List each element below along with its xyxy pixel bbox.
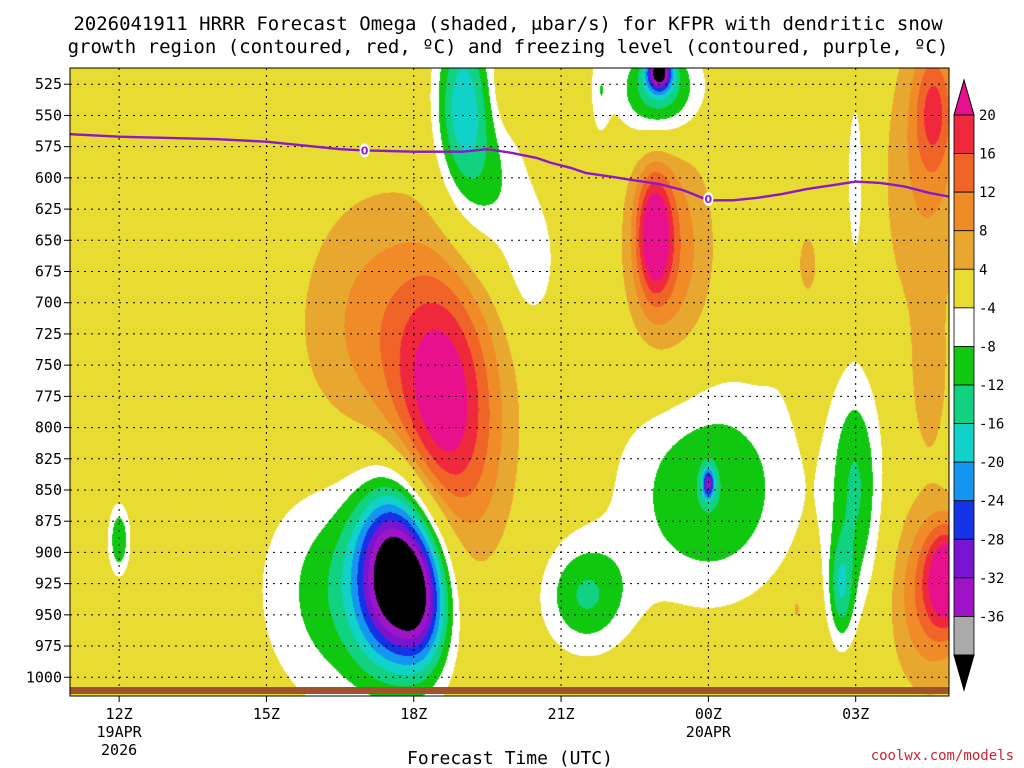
colorbar-swatch <box>953 307 975 347</box>
chart-title-line2: growth region (contoured, red, ºC) and f… <box>68 36 949 58</box>
colorbar-swatch <box>953 616 975 656</box>
freezing-level-line <box>69 133 950 202</box>
colorbar-swatch <box>953 191 975 232</box>
colorbar-top-arrow <box>953 78 975 116</box>
x-tick-label: 18Z <box>400 705 427 723</box>
x-tick-date: 19APR <box>97 723 143 741</box>
colorbar: 20 16 12 8 4 -4 -8 -12 -16 -20 -24 -28 -32 -36 <box>953 78 1004 692</box>
freezing-label-bg <box>359 143 370 158</box>
colorbar-swatch <box>953 538 975 579</box>
colorbar-swatch <box>953 384 975 424</box>
y-axis: 525 550 575 600 625 650 675 700 725 750 775 800 825 8… <box>26 75 70 686</box>
freezing-label-bg <box>703 192 714 207</box>
colorbar-label: 16 <box>979 147 996 163</box>
colorbar-label: 8 <box>979 224 987 240</box>
y-tick-label: 575 <box>35 138 62 156</box>
chart-title-line1: 2026041911 HRRR Forecast Omega (shaded, … <box>73 13 943 35</box>
colorbar-swatch <box>953 114 975 154</box>
y-tick-label: 900 <box>35 543 62 561</box>
y-tick-label: 675 <box>35 263 62 281</box>
colorbar-swatch <box>953 230 975 270</box>
colorbar-swatch <box>953 461 975 502</box>
x-tick-label: 03Z <box>842 705 869 723</box>
colorbar-label: -28 <box>979 532 1004 548</box>
colorbar-swatch <box>953 153 975 193</box>
y-tick-label: 725 <box>35 325 62 343</box>
colorbar-label: -36 <box>979 609 1004 625</box>
credit-text: coolwx.com/models <box>871 748 1014 764</box>
y-tick-label: 600 <box>35 169 62 187</box>
colorbar-swatch <box>953 346 975 386</box>
x-tick-label: 15Z <box>253 705 280 723</box>
omega-shading <box>70 68 949 696</box>
colorbar-label: -20 <box>979 455 1004 471</box>
freezing-label: 0 <box>705 193 713 206</box>
colorbar-label: -8 <box>979 339 996 355</box>
colorbar-label: -4 <box>979 301 996 317</box>
colorbar-swatch <box>953 423 975 463</box>
y-tick-label: 850 <box>35 481 62 499</box>
colorbar-swatch <box>953 268 975 309</box>
y-tick-label: 525 <box>35 75 62 93</box>
colorbar-swatch <box>953 500 975 540</box>
y-tick-label: 825 <box>35 450 62 468</box>
x-tick-label: 12Z <box>106 705 133 723</box>
plot-frame <box>69 67 950 697</box>
y-tick-label: 550 <box>35 106 62 124</box>
y-tick-label: 925 <box>35 575 62 593</box>
colorbar-bottom-arrow <box>953 654 975 692</box>
y-tick-label: 650 <box>35 231 62 249</box>
x-tick-date: 20APR <box>686 723 732 741</box>
colorbar-label: -32 <box>979 571 1004 587</box>
y-tick-label: 875 <box>35 512 62 530</box>
colorbar-swatch <box>953 577 975 617</box>
colorbar-label: -24 <box>979 494 1004 510</box>
colorbar-label: 20 <box>979 108 996 124</box>
colorbar-label: -12 <box>979 378 1004 394</box>
x-tick-label: 21Z <box>548 705 575 723</box>
y-tick-label: 975 <box>35 637 62 655</box>
freezing-label: 0 <box>361 144 369 157</box>
y-tick-label: 700 <box>35 294 62 312</box>
plot-area: 00 <box>69 67 950 697</box>
y-tick-label: 1000 <box>26 668 62 686</box>
x-tick-label: 00Z <box>695 705 722 723</box>
freezing-level-labels: 00 <box>359 143 714 207</box>
y-tick-label: 750 <box>35 356 62 374</box>
x-axis-label: Forecast Time (UTC) <box>407 748 613 768</box>
y-tick-label: 800 <box>35 419 62 437</box>
colorbar-label: 12 <box>979 185 996 201</box>
colorbar-label: -16 <box>979 417 1004 433</box>
y-tick-label: 775 <box>35 387 62 405</box>
ground-band <box>70 687 949 694</box>
y-tick-label: 625 <box>35 200 62 218</box>
y-tick-label: 950 <box>35 606 62 624</box>
x-tick-year: 2026 <box>101 741 137 759</box>
colorbar-label: 4 <box>979 262 987 278</box>
